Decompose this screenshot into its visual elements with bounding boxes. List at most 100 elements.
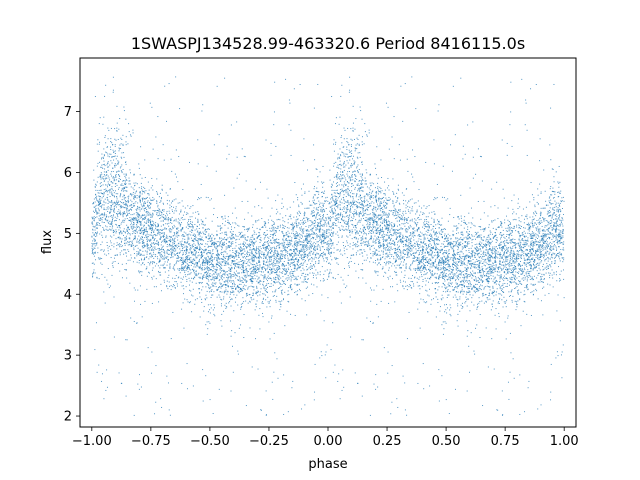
data-point [287, 294, 289, 296]
data-point [102, 123, 104, 125]
data-point [259, 266, 261, 268]
data-point [494, 270, 496, 272]
data-point [323, 236, 325, 238]
data-point [133, 182, 135, 184]
data-point [300, 220, 302, 222]
data-point [425, 161, 427, 163]
data-point [111, 224, 113, 226]
data-point [436, 256, 438, 258]
data-point [545, 236, 547, 238]
data-point [472, 294, 474, 296]
data-point [264, 225, 266, 227]
data-point [463, 222, 465, 224]
data-point [215, 282, 217, 284]
data-point [341, 216, 343, 218]
data-point [184, 298, 186, 300]
data-point [284, 257, 286, 259]
data-point [240, 283, 242, 285]
data-point [533, 283, 535, 285]
data-point [163, 241, 165, 243]
data-point [168, 240, 170, 241]
data-point [156, 234, 158, 236]
data-point [474, 267, 476, 269]
data-point [455, 268, 457, 270]
data-point [452, 230, 454, 232]
data-point [536, 290, 538, 292]
data-point [387, 245, 389, 247]
data-point [208, 286, 210, 288]
data-point [377, 259, 379, 261]
data-point [374, 195, 376, 197]
data-point [262, 275, 264, 277]
data-point [406, 245, 408, 247]
data-point [370, 184, 372, 186]
data-point [447, 283, 449, 285]
data-point [120, 137, 122, 139]
data-point [132, 132, 134, 134]
data-point [503, 252, 505, 254]
data-point [514, 274, 516, 276]
data-point [275, 278, 277, 280]
data-point [149, 253, 151, 255]
data-point [190, 257, 192, 259]
data-point [429, 259, 431, 261]
data-point [428, 227, 430, 229]
data-point [316, 197, 318, 199]
data-point [266, 284, 268, 286]
data-point [283, 268, 285, 270]
data-point [274, 270, 276, 272]
data-point [526, 240, 528, 242]
data-point [112, 194, 114, 196]
data-point [349, 246, 351, 248]
data-point [488, 276, 490, 278]
data-point [505, 264, 507, 266]
data-point [427, 245, 429, 247]
data-point [249, 245, 251, 247]
data-point [402, 240, 404, 242]
data-point [100, 189, 102, 191]
data-point [311, 204, 313, 206]
data-point [129, 243, 131, 245]
data-point [343, 181, 345, 183]
data-point [530, 251, 532, 253]
data-point [153, 253, 155, 255]
data-point [348, 156, 349, 158]
data-point [480, 278, 482, 280]
data-point [512, 245, 514, 247]
data-point [472, 266, 474, 268]
data-point [528, 380, 530, 382]
data-point [361, 249, 363, 251]
data-point [197, 242, 199, 244]
data-point [231, 261, 233, 263]
data-point [406, 338, 408, 340]
data-point [171, 249, 173, 251]
data-point [109, 212, 111, 214]
data-point [552, 235, 554, 237]
data-point [427, 231, 429, 233]
data-point [355, 118, 357, 120]
data-point [490, 231, 492, 233]
data-point [167, 194, 169, 196]
data-point [195, 236, 197, 238]
data-point [111, 274, 113, 276]
data-point [491, 256, 493, 258]
data-point [96, 244, 98, 246]
data-point [523, 300, 525, 302]
data-point [147, 224, 149, 226]
data-point [143, 205, 145, 207]
data-point [329, 201, 331, 203]
data-point [205, 231, 207, 233]
data-point [262, 312, 264, 314]
data-point [381, 256, 383, 258]
data-point [125, 269, 127, 271]
data-point [252, 254, 254, 256]
data-point [478, 302, 480, 304]
data-point [480, 250, 482, 252]
data-point [208, 276, 210, 278]
data-point [475, 277, 477, 279]
data-point [216, 241, 218, 243]
data-point [462, 239, 464, 241]
data-point [387, 227, 389, 229]
data-point [269, 230, 271, 232]
data-point [177, 256, 179, 258]
